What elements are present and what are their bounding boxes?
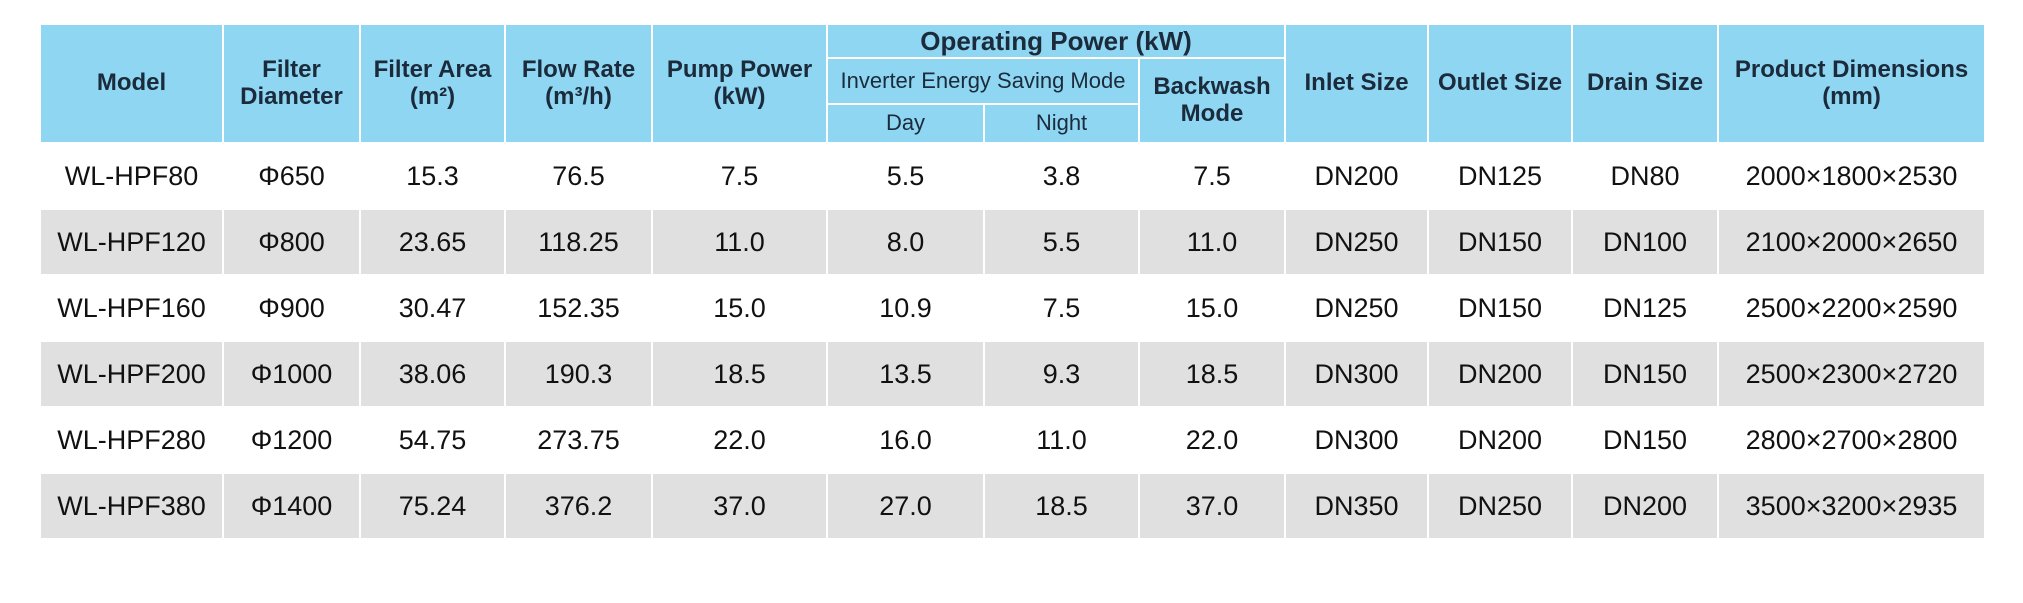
table-row: WL-HPF80 Φ650 15.3 76.5 7.5 5.5 3.8 7.5 DN200 DN1…	[39, 142, 1987, 210]
table-cell: 2100×2000×2650	[1717, 208, 1987, 276]
table-cell: 152.35	[504, 274, 653, 342]
table-cell: DN200	[1427, 406, 1574, 474]
table-cell: 16.0	[826, 406, 985, 474]
table-cell: DN100	[1571, 208, 1720, 276]
header-cell: Drain Size	[1571, 23, 1720, 144]
table-cell: 5.5	[983, 208, 1140, 276]
table-cell: Φ900	[222, 274, 361, 342]
table-cell: Φ650	[222, 142, 361, 210]
table-cell: 118.25	[504, 208, 653, 276]
table-cell: 18.5	[651, 340, 828, 408]
header-cell: Filter Diameter	[222, 23, 361, 144]
table-cell: DN250	[1427, 472, 1574, 540]
table-cell: 3500×3200×2935	[1717, 472, 1987, 540]
table-cell: 38.06	[359, 340, 506, 408]
header-cell: Flow Rate (m³/h)	[504, 23, 653, 144]
table-cell: Φ800	[222, 208, 361, 276]
table-cell: WL-HPF280	[39, 406, 224, 474]
table-cell: 54.75	[359, 406, 506, 474]
table-cell: 18.5	[1137, 340, 1287, 408]
table-cell: DN125	[1427, 142, 1574, 210]
table-cell: 10.9	[826, 274, 985, 342]
table-cell: Φ1200	[222, 406, 361, 474]
table-body: WL-HPF80 Φ650 15.3 76.5 7.5 5.5 3.8 7.5 DN200 DN1…	[39, 142, 1987, 540]
header-cell: Inlet Size	[1284, 23, 1430, 144]
table-cell: 2800×2700×2800	[1717, 406, 1987, 474]
table-cell: 13.5	[826, 340, 985, 408]
table-cell: WL-HPF120	[39, 208, 224, 276]
header-cell: Backwash Mode	[1137, 57, 1287, 144]
table-cell: DN150	[1571, 406, 1720, 474]
header-cell: Operating Power (kW)	[825, 23, 1287, 59]
table-cell: WL-HPF380	[39, 472, 224, 540]
header-cell: Model	[39, 23, 224, 144]
table-cell: Φ1000	[222, 340, 361, 408]
table-cell: 23.65	[359, 208, 506, 276]
header-cell: Pump Power (kW)	[651, 23, 828, 144]
header-cell: Outlet Size	[1427, 23, 1574, 144]
header-cell: Day	[826, 103, 985, 144]
table-cell: DN150	[1427, 274, 1574, 342]
header-cell: Filter Area (m²)	[359, 23, 506, 144]
table-cell: 11.0	[983, 406, 1140, 474]
table-row: WL-HPF200 Φ1000 38.06 190.3 18.5 13.5 9.3 18.5 D…	[39, 340, 1987, 408]
table-cell: 76.5	[504, 142, 653, 210]
table-cell: 273.75	[504, 406, 653, 474]
table-row: WL-HPF380 Φ1400 75.24 376.2 37.0 27.0 18.5 37.0…	[39, 472, 1987, 540]
table-cell: DN300	[1284, 340, 1430, 408]
table-cell: DN80	[1571, 142, 1720, 210]
table-cell: 11.0	[651, 208, 828, 276]
table-cell: DN200	[1427, 340, 1574, 408]
table-cell: 75.24	[359, 472, 506, 540]
table-cell: DN250	[1284, 274, 1430, 342]
table-cell: Φ1400	[222, 472, 361, 540]
table-cell: 7.5	[1137, 142, 1287, 210]
table-cell: DN250	[1284, 208, 1430, 276]
table-cell: 5.5	[826, 142, 985, 210]
table-cell: DN150	[1571, 340, 1720, 408]
table-cell: DN300	[1284, 406, 1430, 474]
table-cell: 7.5	[983, 274, 1140, 342]
header-cell: Inverter Energy Saving Mode	[826, 57, 1140, 105]
table-cell: 9.3	[983, 340, 1140, 408]
table-cell: 8.0	[826, 208, 985, 276]
table-cell: DN150	[1427, 208, 1574, 276]
header-cell: Night	[983, 103, 1140, 144]
table-cell: DN125	[1571, 274, 1720, 342]
table-cell: 3.8	[983, 142, 1140, 210]
table-cell: 15.3	[359, 142, 506, 210]
table-row: WL-HPF160 Φ900 30.47 152.35 15.0 10.9 7.5 15.0 D…	[39, 274, 1987, 342]
table-row: WL-HPF120 Φ800 23.65 118.25 11.0 8.0 5.5 11.0 DN…	[39, 208, 1987, 276]
table-cell: WL-HPF200	[39, 340, 224, 408]
table-cell: 11.0	[1137, 208, 1287, 276]
table-cell: DN200	[1284, 142, 1430, 210]
table-cell: 2500×2300×2720	[1717, 340, 1987, 408]
table-cell: DN350	[1284, 472, 1430, 540]
table-cell: 18.5	[983, 472, 1140, 540]
table-cell: 22.0	[651, 406, 828, 474]
spec-table: Model Filter Diameter Filter Area (m²) F…	[39, 23, 1987, 540]
table-cell: 7.5	[651, 142, 828, 210]
table-cell: 30.47	[359, 274, 506, 342]
table-cell: WL-HPF80	[39, 142, 224, 210]
table-cell: 27.0	[826, 472, 985, 540]
table-row: WL-HPF280 Φ1200 54.75 273.75 22.0 16.0 11.0 22.…	[39, 406, 1987, 474]
table-cell: 2000×1800×2530	[1717, 142, 1987, 210]
header-cell: Product Dimensions (mm)	[1717, 23, 1987, 144]
table-cell: 15.0	[1137, 274, 1287, 342]
table-cell: 190.3	[504, 340, 653, 408]
table-cell: 37.0	[1137, 472, 1287, 540]
table-cell: 22.0	[1137, 406, 1287, 474]
table-cell: 2500×2200×2590	[1717, 274, 1987, 342]
table-cell: DN200	[1571, 472, 1720, 540]
table-cell: WL-HPF160	[39, 274, 224, 342]
table-cell: 376.2	[504, 472, 653, 540]
table-cell: 15.0	[651, 274, 828, 342]
table-cell: 37.0	[651, 472, 828, 540]
